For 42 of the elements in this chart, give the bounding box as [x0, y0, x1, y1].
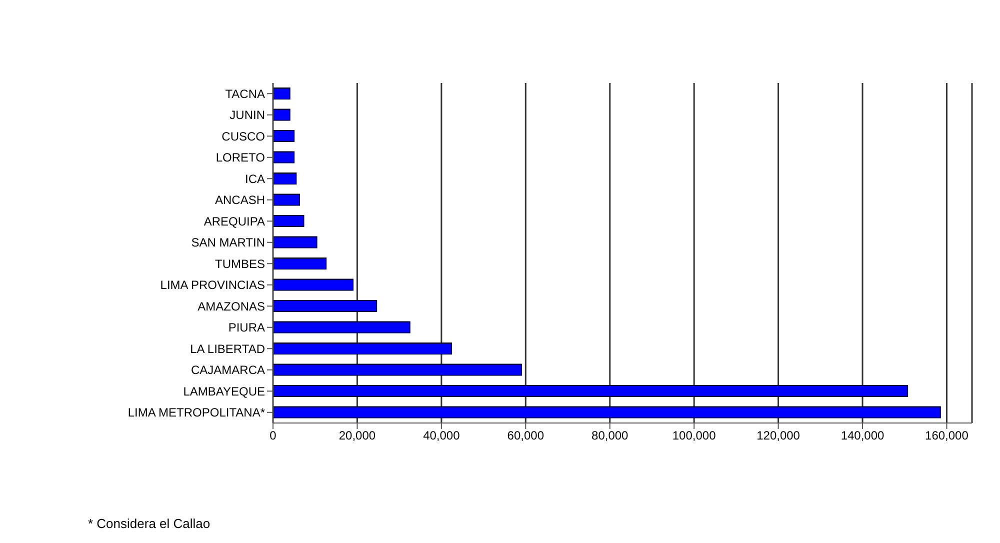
x-tick-label: 160,000 — [925, 428, 969, 443]
bar — [273, 236, 318, 248]
text: * Considera el Callao — [88, 516, 210, 531]
bar — [273, 151, 295, 164]
y-tick-label: PIURA — [228, 320, 265, 335]
bar — [273, 406, 941, 418]
y-tick-label: ANCASH — [214, 193, 265, 208]
y-tick-label: TUMBES — [214, 256, 265, 271]
bar — [273, 278, 354, 291]
bar — [273, 130, 295, 142]
x-tick-label: 40,000 — [423, 428, 460, 443]
y-tick-label: CAJAMARCA — [190, 363, 265, 378]
y-tick-label: ICA — [244, 172, 265, 186]
y-tick-label: AMAZONAS — [198, 299, 265, 314]
y-tick-label: CUSCO — [222, 129, 265, 144]
y-tick-label: LIMA PROVINCIAS — [160, 278, 265, 292]
y-tick-label: TACNA — [225, 86, 265, 101]
x-tick-label: 120,000 — [756, 428, 800, 443]
x-tick-label: 80,000 — [592, 428, 629, 443]
y-tick-label: LORETO — [216, 150, 265, 165]
bar — [273, 88, 290, 100]
x-tick-label: 100,000 — [672, 428, 716, 443]
bar — [273, 364, 522, 376]
x-tick-label: 0 — [270, 428, 277, 443]
bar — [273, 215, 304, 227]
x-tick-label: 60,000 — [507, 428, 544, 443]
bar — [273, 194, 300, 206]
bar — [273, 342, 452, 354]
y-tick-label: JUNIN — [230, 108, 265, 122]
bar — [273, 258, 327, 270]
y-tick-label: LIMA METROPOLITANA* — [128, 406, 266, 420]
y-tick-label: AREQUIPA — [204, 214, 265, 228]
y-tick-label: SAN MARTIN — [191, 236, 265, 250]
bar — [273, 321, 410, 334]
x-tick-label: 140,000 — [840, 428, 885, 443]
y-tick-label: LA LIBERTAD — [190, 342, 266, 356]
bar — [273, 385, 908, 397]
x-tick-label: 20,000 — [338, 428, 376, 443]
bar — [273, 300, 378, 312]
bar — [273, 108, 290, 121]
bar — [273, 172, 297, 184]
y-tick-label: LAMBAYEQUE — [183, 384, 265, 398]
